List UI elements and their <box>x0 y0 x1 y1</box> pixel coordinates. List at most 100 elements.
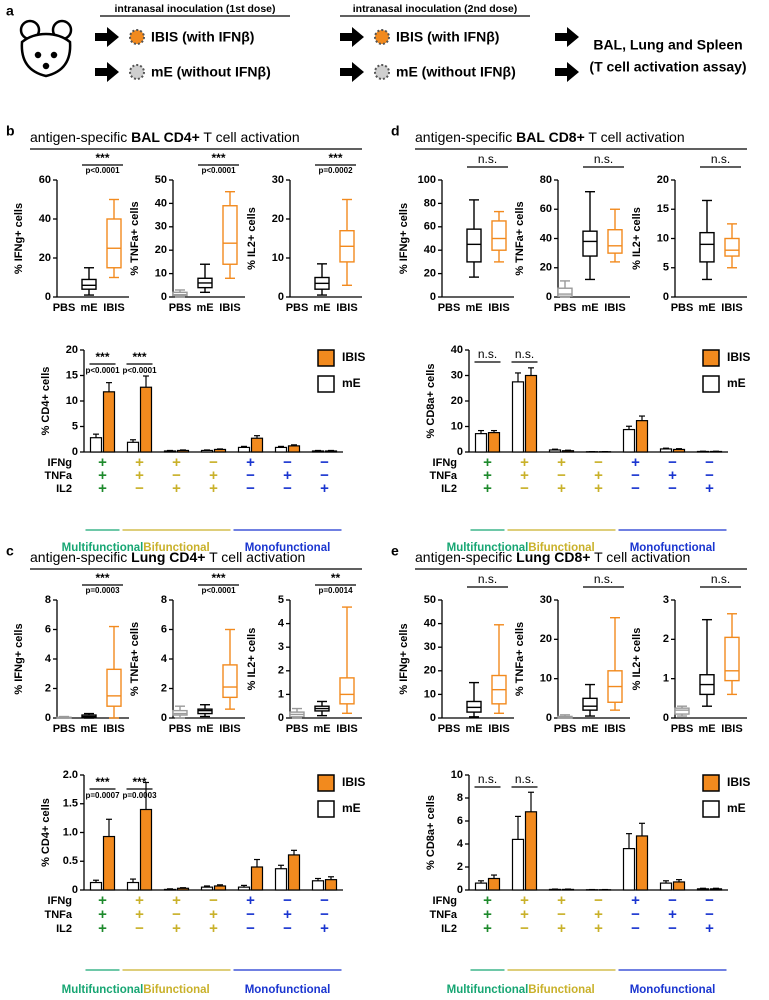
x-tick-label: mE <box>80 302 97 314</box>
heading-part: antigen-specific <box>415 129 516 145</box>
x-tick-label: PBS <box>53 723 76 735</box>
y-axis-label: % TNFa+ cells <box>129 201 141 275</box>
bar <box>548 449 562 453</box>
y-tick-label: 20 <box>155 244 167 256</box>
box <box>222 664 238 699</box>
bar <box>89 437 103 453</box>
y-tick-label: 4 <box>278 618 285 630</box>
y-axis-label: % CD8a+ cells <box>425 364 437 439</box>
bar <box>102 391 116 453</box>
heading-part: antigen-specific <box>30 549 131 565</box>
y-axis-label: % IL2+ cells <box>246 207 258 270</box>
y-axis-label: % IL2+ cells <box>631 628 643 691</box>
sign: + <box>135 454 144 471</box>
bar <box>274 868 288 891</box>
group-label: Monofunctional <box>630 542 716 554</box>
sign: − <box>246 467 255 484</box>
y-tick-label: 2 <box>663 633 669 645</box>
y-tick-label: 3 <box>278 641 284 653</box>
y-tick-label: 5 <box>278 594 284 606</box>
x-tick-label: mE <box>313 723 330 735</box>
bar <box>311 450 325 453</box>
y-tick-label: 30 <box>155 221 167 233</box>
bar <box>287 445 301 453</box>
y-tick-label: 20 <box>540 633 552 645</box>
bar <box>176 449 190 453</box>
significance: *** <box>95 775 109 789</box>
significance: n.s. <box>594 572 613 586</box>
bar <box>474 882 488 891</box>
heading-part: BAL CD8+ <box>516 129 585 145</box>
sign: + <box>246 892 255 909</box>
legend-swatch <box>702 800 720 818</box>
sign: − <box>520 480 529 497</box>
sign: − <box>668 920 677 937</box>
legend-label: mE <box>342 376 361 390</box>
legend-label: IBIS <box>342 775 365 789</box>
bar <box>324 450 338 453</box>
x-tick-label: mE <box>196 302 213 314</box>
heading-part: BAL CD4+ <box>131 129 200 145</box>
sign: − <box>209 892 218 909</box>
bar <box>487 432 501 453</box>
sign: + <box>483 467 492 484</box>
legend-swatch <box>317 774 335 792</box>
legend-swatch <box>317 375 335 393</box>
x-tick-label: IBIS <box>721 723 742 735</box>
y-tick-label: 0 <box>663 712 669 724</box>
x-tick-label: PBS <box>554 723 577 735</box>
bar <box>635 420 649 453</box>
significance: n.s. <box>515 347 534 361</box>
sign: − <box>594 892 603 909</box>
y-tick-label: 1.0 <box>63 826 78 838</box>
y-tick-label: 15 <box>66 369 78 381</box>
x-tick-label: mE <box>196 723 213 735</box>
box <box>81 278 97 290</box>
sign: − <box>705 467 714 484</box>
group-label: Bifunctional <box>143 542 209 554</box>
y-tick-label: 20 <box>424 268 436 280</box>
sign: − <box>283 892 292 909</box>
row-label: TNFa <box>430 470 458 482</box>
x-tick-label: IBIS <box>219 723 240 735</box>
x-tick-label: IBIS <box>721 302 742 314</box>
x-tick-label: IBIS <box>488 723 509 735</box>
sign: − <box>246 480 255 497</box>
sign: + <box>320 480 329 497</box>
y-axis-label: % TNFa+ cells <box>129 622 141 696</box>
sign: − <box>246 920 255 937</box>
sign: − <box>668 892 677 909</box>
sign: + <box>483 906 492 923</box>
sign: − <box>283 920 292 937</box>
y-tick-label: 5 <box>663 262 669 274</box>
heading-part: T cell activation <box>205 549 305 565</box>
sign: + <box>98 467 107 484</box>
bar <box>511 381 525 453</box>
y-tick-label: 4 <box>45 653 52 665</box>
y-tick-label: 20 <box>66 344 78 356</box>
sign: + <box>557 480 566 497</box>
y-tick-label: 6 <box>457 815 463 827</box>
y-tick-label: 30 <box>451 369 463 381</box>
significance: *** <box>132 775 146 789</box>
y-tick-label: 0 <box>278 712 284 724</box>
significance: n.s. <box>711 572 730 586</box>
x-tick-label: PBS <box>438 723 461 735</box>
y-tick-label: 2 <box>45 682 51 694</box>
significance: n.s. <box>515 772 534 786</box>
sign: + <box>631 892 640 909</box>
bar <box>126 881 140 891</box>
bar <box>250 437 264 453</box>
bar <box>635 835 649 891</box>
panel-letter: d <box>391 123 400 139</box>
heading-part: T cell activation <box>585 129 685 145</box>
y-axis-label: % CD4+ cells <box>40 798 52 867</box>
legend-swatch <box>317 800 335 818</box>
y-tick-label: 15 <box>657 203 669 215</box>
sign: + <box>705 920 714 937</box>
arrows <box>95 27 579 82</box>
y-axis-label: % TNFa+ cells <box>514 622 526 696</box>
bar <box>287 854 301 891</box>
y-axis-label: % TNFa+ cells <box>514 201 526 275</box>
